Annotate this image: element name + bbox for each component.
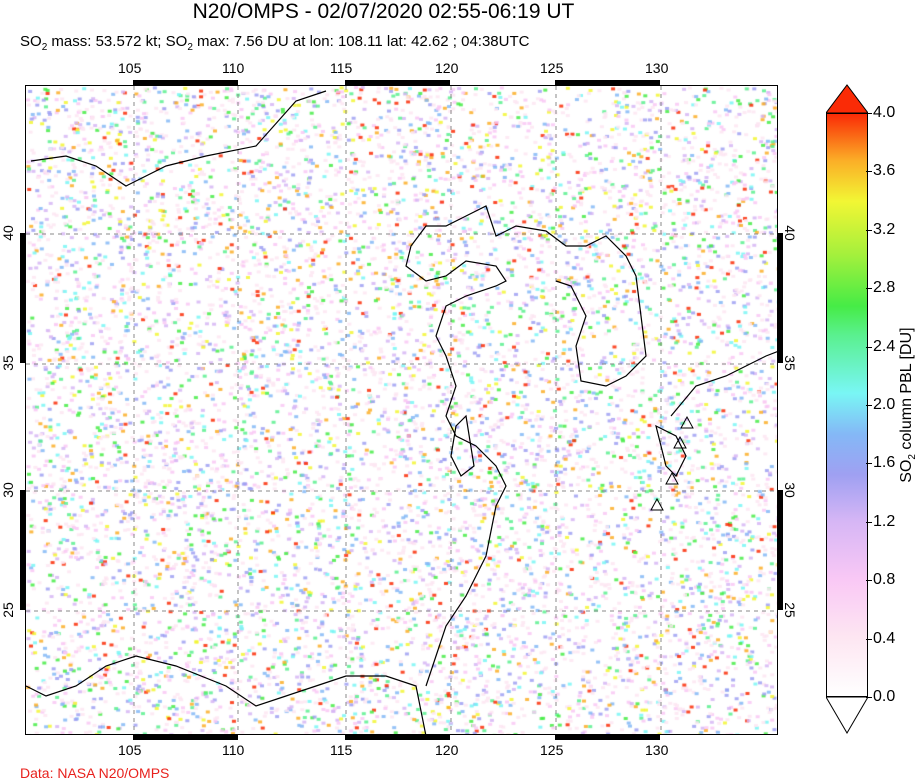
frame-bar [345, 80, 450, 86]
coastlines-and-grid [26, 86, 777, 734]
lon-tick: 110 [222, 742, 245, 758]
frame-bar [133, 734, 238, 740]
colorbar-label: 0.8 [873, 571, 896, 589]
colorbar-tick [866, 638, 872, 640]
frame-bar [555, 734, 660, 740]
frame-bar [345, 734, 450, 740]
so2-pixels [26, 86, 777, 734]
lat-tick: 30 [781, 482, 798, 498]
map-title: N20/OMPS - 02/07/2020 02:55-06:19 UT [192, 0, 575, 23]
frame-bar [555, 80, 660, 86]
colorbar-title: SO2 column PBL [DU] [897, 327, 919, 483]
colorbar-label: 2.8 [873, 279, 896, 297]
lon-tick: 110 [222, 60, 245, 76]
lat-tick: 25 [0, 602, 16, 618]
colorbar-label: 0.4 [873, 629, 896, 647]
lon-tick: 105 [118, 60, 142, 76]
coastline [26, 90, 777, 734]
colorbar-label: 3.2 [873, 220, 896, 238]
colorbar-tick [866, 521, 872, 523]
so2-map [25, 85, 778, 735]
lon-tick: 105 [118, 742, 142, 758]
colorbar [826, 113, 868, 697]
colorbar-tick [866, 697, 872, 698]
colorbar-tick [866, 113, 872, 114]
lon-tick: 125 [540, 60, 564, 76]
frame-bar [20, 490, 26, 610]
colorbar-tick [866, 171, 872, 173]
colorbar-max-arrow [826, 84, 868, 114]
frame-bar [777, 233, 783, 363]
frame-bar [133, 80, 238, 86]
colorbar-tick [866, 288, 872, 290]
map-subtitle: SO2 mass: 53.572 kt; SO2 max: 7.56 DU at… [20, 33, 530, 53]
lon-tick: 115 [330, 742, 353, 758]
lon-tick: 125 [540, 742, 564, 758]
lon-tick: 130 [645, 60, 669, 76]
colorbar-label: 1.2 [873, 512, 896, 530]
grid-lines [26, 86, 777, 734]
lon-tick: 130 [645, 742, 669, 758]
volcano-markers [650, 415, 694, 511]
lon-tick: 115 [330, 60, 353, 76]
colorbar-label: 1.6 [873, 454, 896, 472]
lat-tick: 35 [781, 355, 798, 371]
lat-tick: 40 [781, 225, 798, 241]
colorbar-label: 4.0 [873, 104, 896, 121]
colorbar-tick [866, 580, 872, 582]
frame-bar [20, 233, 26, 363]
data-credit: Data: NASA N20/OMPS [20, 765, 170, 781]
lat-tick: 30 [0, 482, 16, 498]
colorbar-label: 3.6 [873, 162, 896, 180]
colorbar-label: 2.0 [873, 396, 896, 413]
colorbar-tick [866, 346, 872, 348]
lat-tick: 40 [0, 225, 16, 241]
frame-bar [777, 490, 783, 610]
colorbar-tick [866, 405, 872, 406]
colorbar-min-arrow [826, 696, 868, 734]
colorbar-tick [866, 463, 872, 465]
colorbar-label: 0.0 [873, 688, 896, 705]
lat-tick: 35 [0, 355, 16, 371]
colorbar-label: 2.4 [873, 337, 896, 355]
colorbar-tick [866, 229, 872, 231]
lon-tick: 120 [435, 60, 459, 76]
lat-tick: 25 [781, 602, 798, 618]
lon-tick: 120 [435, 742, 459, 758]
